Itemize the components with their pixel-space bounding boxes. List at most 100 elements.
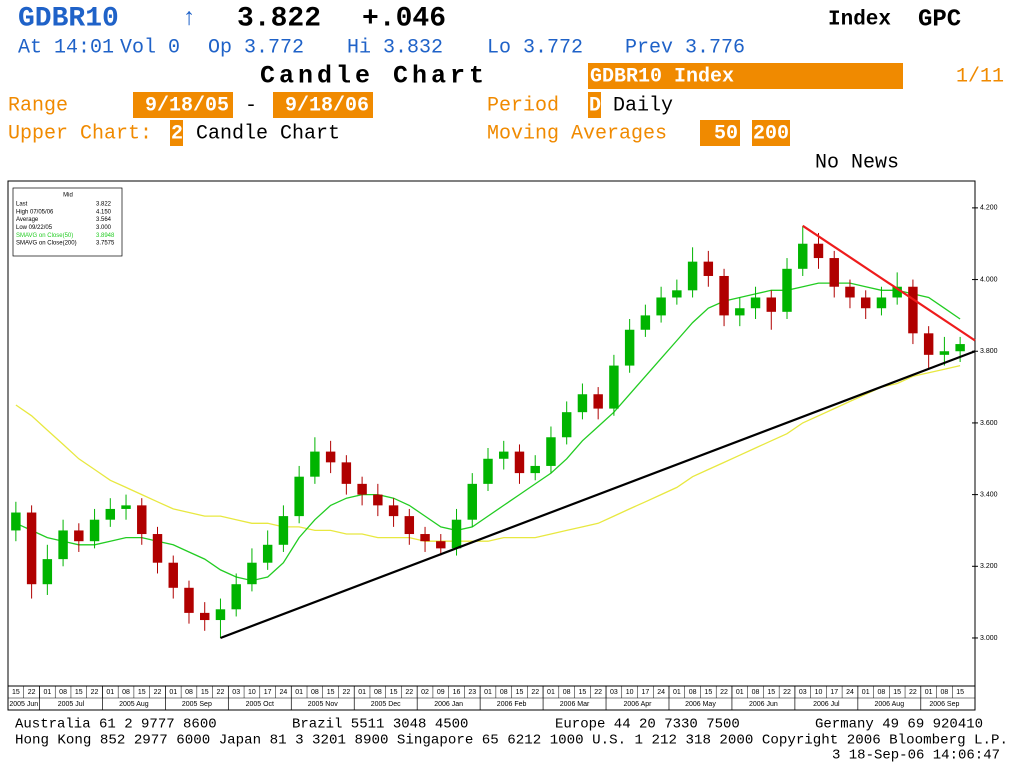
month-label: 2006 Feb xyxy=(497,701,527,708)
month-label: 2005 Aug xyxy=(119,701,149,708)
x-tick-label: 10 xyxy=(626,689,634,696)
month-label: 2005 Oct xyxy=(246,701,274,708)
x-tick-label: 09 xyxy=(437,689,445,696)
x-tick-label: 01 xyxy=(736,689,744,696)
candle-body xyxy=(656,297,666,316)
range-to-box xyxy=(273,92,373,118)
candle-body xyxy=(325,451,336,463)
month-label: 2006 Jan xyxy=(434,701,463,708)
x-tick-label: 03 xyxy=(610,689,618,696)
ma50-line xyxy=(15,282,961,582)
range-from[interactable]: 9/18/05 xyxy=(145,94,229,117)
y-tick-label: 4.200 xyxy=(980,205,998,212)
candle-body xyxy=(609,365,619,409)
x-tick-label: 01 xyxy=(673,689,681,696)
quote-volume: Vol 0 xyxy=(120,36,180,59)
legend-value: 3.000 xyxy=(96,225,112,231)
upper-box xyxy=(170,120,183,146)
x-tick-label: 17 xyxy=(641,689,649,696)
ticker: GDBR10 xyxy=(18,3,119,34)
month-label: 2005 Jul xyxy=(58,701,85,708)
legend-label: SMAVG on Close(200) xyxy=(16,241,77,247)
x-tick-label: 01 xyxy=(295,689,303,696)
x-tick-label: 08 xyxy=(689,689,697,696)
x-tick-label: 22 xyxy=(342,689,350,696)
ma-long[interactable]: 200 xyxy=(753,122,789,145)
candle-body xyxy=(42,559,53,585)
x-tick-label: 01 xyxy=(358,689,366,696)
candle-body xyxy=(876,297,887,309)
legend-label: Last xyxy=(16,202,28,208)
candle-body xyxy=(294,476,304,517)
candle-body xyxy=(530,465,540,474)
range-label: Range xyxy=(8,94,68,117)
period-code[interactable]: D xyxy=(589,94,601,117)
candle-body xyxy=(860,297,871,309)
month-label: 2006 May xyxy=(685,701,716,708)
index-label: Index xyxy=(828,9,891,32)
ma200-line xyxy=(15,364,961,542)
candle-body xyxy=(546,437,556,466)
range-sep: - xyxy=(245,94,257,117)
x-tick-label: 22 xyxy=(28,689,36,696)
month-label: 2006 Jul xyxy=(813,701,840,708)
quote-open: Op 3.772 xyxy=(208,36,304,59)
month-label: 2005 Nov xyxy=(308,701,338,708)
x-tick-label: 01 xyxy=(862,689,870,696)
legend-value: 3.7575 xyxy=(96,241,115,247)
x-tick-label: 15 xyxy=(704,689,712,696)
candle-body xyxy=(892,286,902,298)
security[interactable]: GDBR10 Index xyxy=(590,65,734,88)
candle-body xyxy=(467,483,477,520)
period-label: Period xyxy=(487,94,559,117)
x-tick-label: 17 xyxy=(264,689,272,696)
trendline xyxy=(802,224,976,342)
x-tick-label: 01 xyxy=(925,689,933,696)
candle-body xyxy=(782,268,792,312)
y-tick-label: 3.000 xyxy=(980,635,998,642)
footer-phone: Germany 49 69 920410 xyxy=(815,717,983,733)
ma-short[interactable]: 50 xyxy=(714,122,738,145)
x-tick-label: 15 xyxy=(12,689,20,696)
candle-body xyxy=(514,451,525,474)
upper-code[interactable]: 2 xyxy=(171,122,183,145)
footer-phone: Brazil 5511 3048 4500 xyxy=(292,717,468,733)
plot-frame xyxy=(7,180,976,687)
candle-body xyxy=(829,258,839,287)
candle-body xyxy=(404,516,415,535)
screen-title: Candle Chart xyxy=(260,62,488,91)
upper-label: Upper Chart: xyxy=(8,122,152,145)
candle-body xyxy=(624,329,635,366)
y-tick-label: 3.800 xyxy=(980,348,998,355)
x-tick-label: 02 xyxy=(421,689,429,696)
candle-body xyxy=(908,286,918,334)
quote-prev: Prev 3.776 xyxy=(625,36,745,59)
x-tick-label: 15 xyxy=(956,689,964,696)
x-tick-label: 10 xyxy=(815,689,823,696)
x-tick-label: 22 xyxy=(405,689,413,696)
candle-body xyxy=(247,562,257,585)
quote-low: Lo 3.772 xyxy=(487,36,583,59)
candle-body xyxy=(26,512,37,585)
x-tick-label: 22 xyxy=(720,689,728,696)
quote-time: At 14:01 xyxy=(18,36,114,59)
candle-body xyxy=(561,412,572,438)
x-tick-label: 01 xyxy=(169,689,177,696)
price: 3.822 xyxy=(237,3,321,34)
x-tick-label: 15 xyxy=(75,689,83,696)
ma-short-box xyxy=(700,120,740,146)
month-label: 2005 Dec xyxy=(371,701,401,708)
candle-body xyxy=(262,544,273,563)
month-label: 2005 Jun xyxy=(9,701,38,708)
candle-body xyxy=(137,505,147,535)
y-tick-label: 3.200 xyxy=(980,563,998,570)
arrow: ↑ xyxy=(182,5,196,32)
month-label: 2005 Sep xyxy=(182,701,212,708)
range-to[interactable]: 9/18/06 xyxy=(285,94,369,117)
candle-body xyxy=(766,297,776,312)
x-tick-label: 15 xyxy=(893,689,901,696)
x-tick-label: 17 xyxy=(830,689,838,696)
candle-body xyxy=(420,534,430,542)
legend-title: Mid xyxy=(63,193,73,199)
